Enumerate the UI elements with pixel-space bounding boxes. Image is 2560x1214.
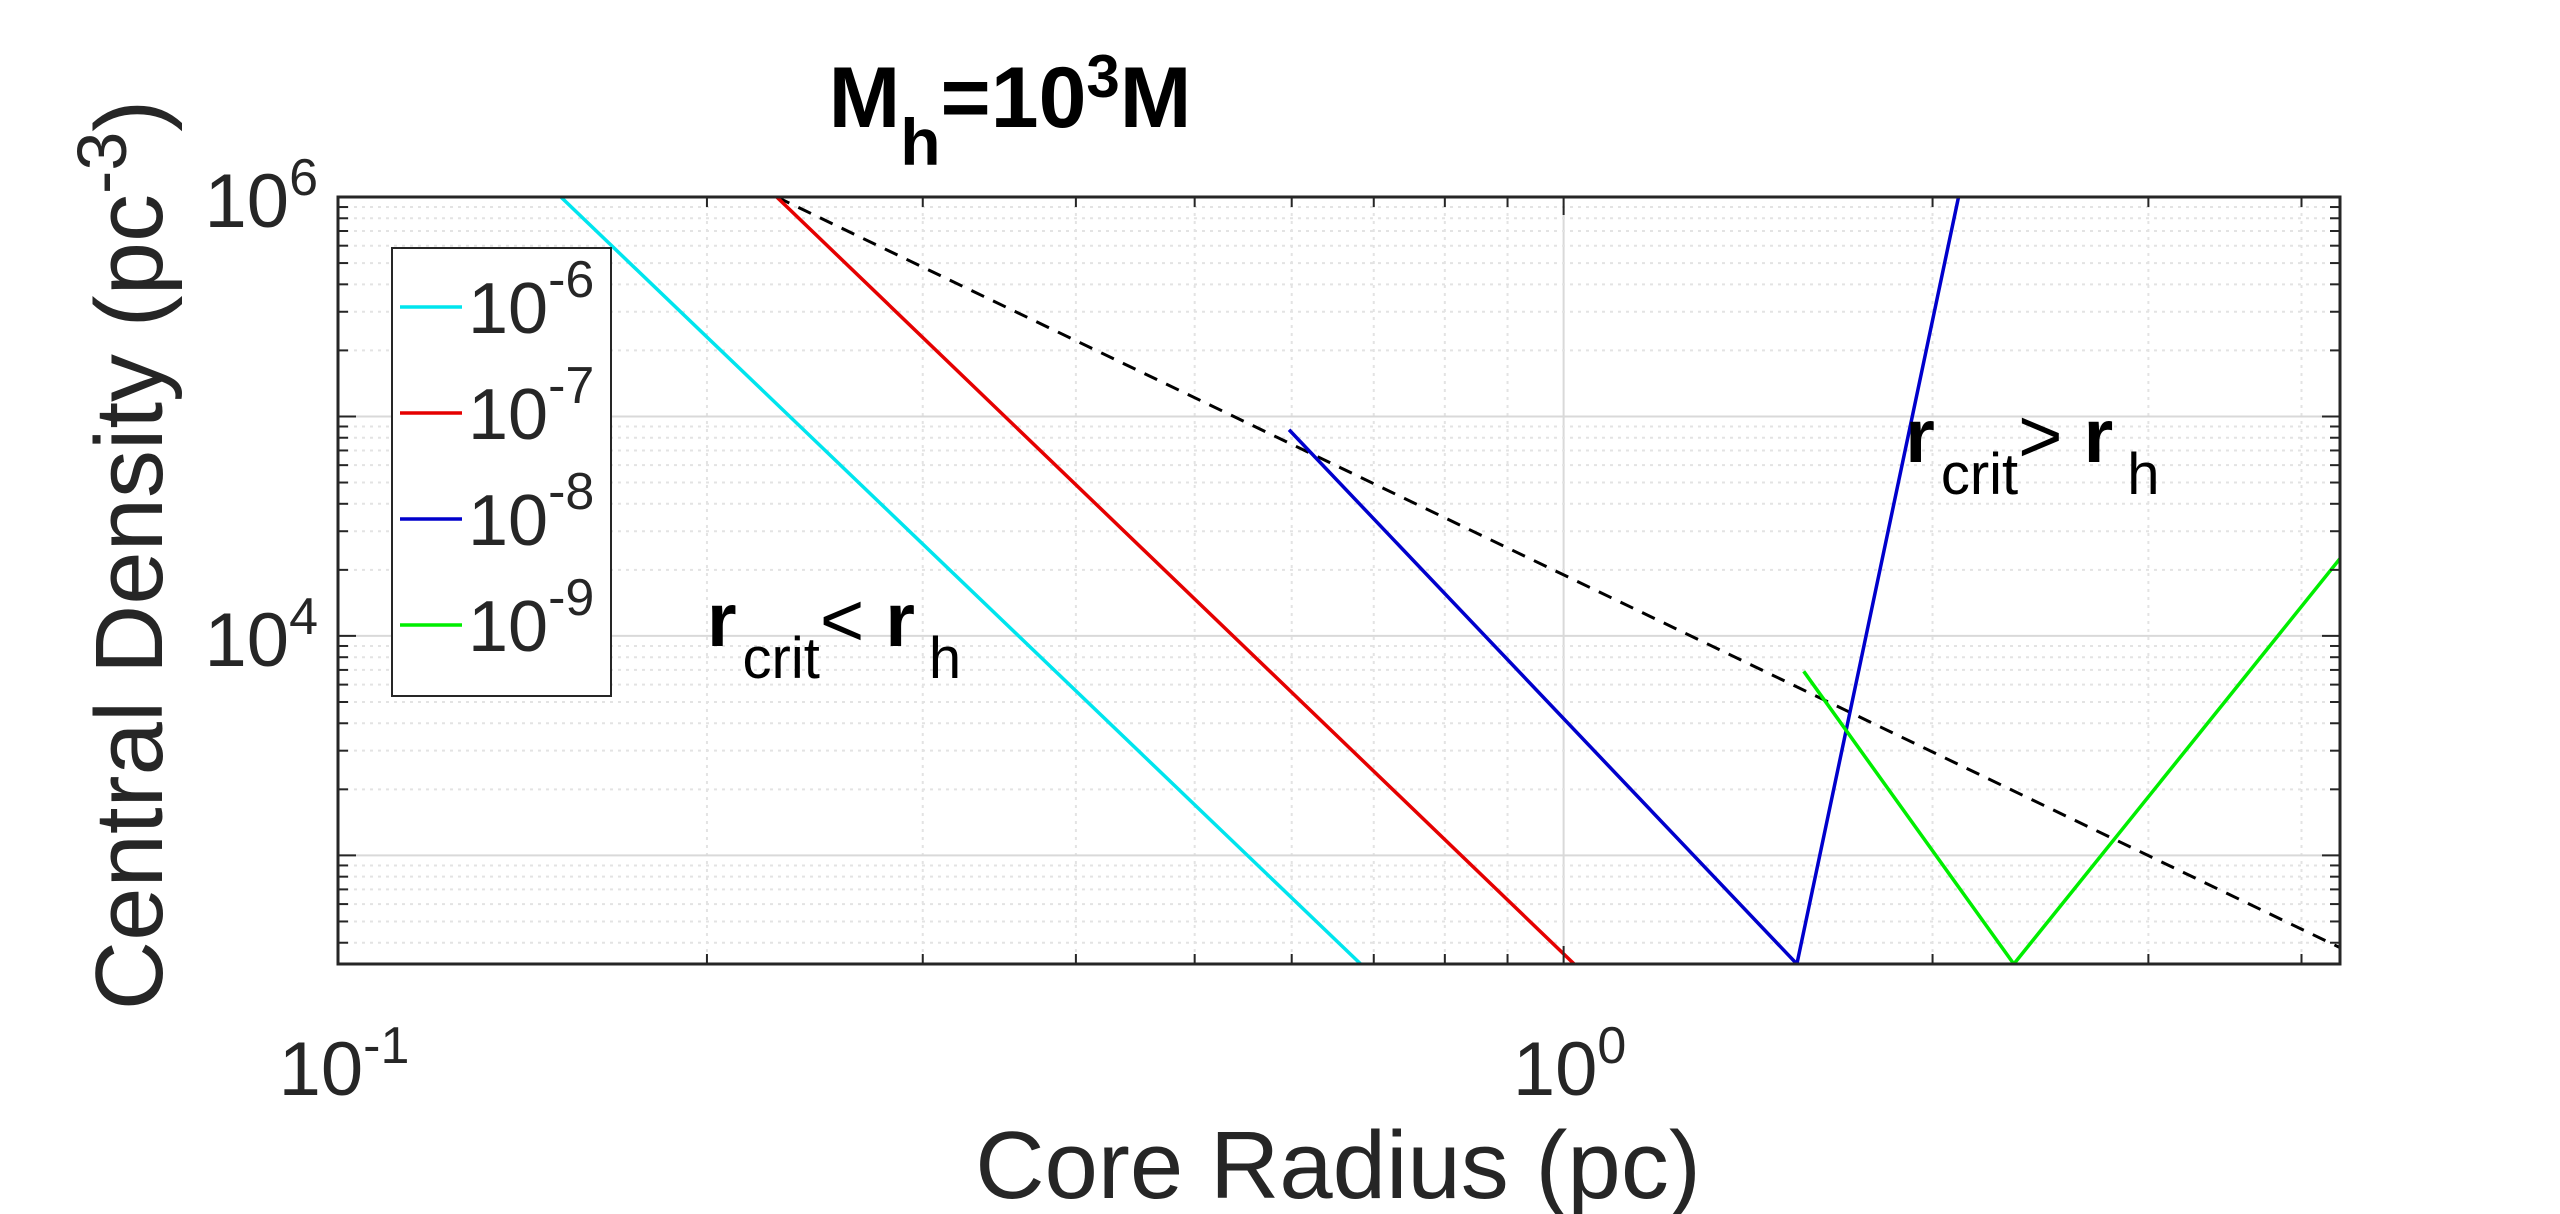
legend-label-base: 10	[468, 269, 548, 349]
annotation-operator: <	[820, 578, 886, 663]
series-line-1	[559, 197, 1362, 964]
annotation-r: r	[707, 578, 737, 663]
y-axis-label: Central Density (pc-3)	[63, 100, 183, 1011]
plot-area	[338, 197, 2340, 964]
legend-label-exponent: -9	[548, 569, 594, 627]
title-equals: =10	[941, 50, 1087, 146]
series-line-2	[775, 197, 1576, 964]
legend-label-1: 10-6	[468, 251, 594, 349]
x-tick-label: 100	[1513, 1017, 1626, 1112]
x-axis-label: Core Radius (pc)	[975, 1112, 1701, 1214]
annotation-r: r	[1905, 394, 1935, 479]
annotation-subscript-h: h	[929, 626, 961, 691]
annotation-r: r	[885, 578, 915, 663]
legend: 10-610-710-810-9	[391, 247, 612, 697]
y-tick-label-base: 10	[205, 159, 290, 244]
x-tick-label-base: 10	[279, 1027, 364, 1112]
y-axis-label-main: Central Density (pc	[76, 194, 183, 1010]
reference-line-dashed	[776, 197, 2340, 949]
chart-title: Mh=103M	[829, 43, 1192, 179]
legend-label-2: 10-7	[468, 357, 594, 455]
y-tick-label-base: 10	[205, 598, 290, 683]
series-lines	[559, 197, 2340, 964]
title-tail: M	[1120, 50, 1192, 146]
plot-frame	[336, 195, 2342, 966]
y-tick-label: 104	[205, 588, 318, 683]
title-main: M	[829, 50, 901, 146]
x-tick-label-base: 10	[1513, 1027, 1598, 1112]
legend-label-base: 10	[468, 375, 548, 455]
y-axis-label-superscript: -3	[63, 132, 141, 194]
title-subscript: h	[900, 105, 940, 179]
x-tick-label: 10-1	[279, 1017, 410, 1112]
legend-box	[391, 247, 612, 697]
x-tick-label-exponent: 0	[1597, 1017, 1626, 1075]
annotation-subscript-h: h	[2127, 442, 2159, 507]
title-superscript: 3	[1086, 43, 1119, 110]
series-line-4	[1802, 557, 2340, 964]
annotation-r: r	[2084, 394, 2114, 479]
axis-ticks	[337, 196, 2340, 964]
legend-label-base: 10	[468, 481, 548, 561]
y-axis-label-close: )	[76, 100, 183, 132]
legend-label-exponent: -6	[548, 251, 594, 309]
annotation-subscript-crit: crit	[1941, 442, 2018, 507]
legend-label-base: 10	[468, 587, 548, 667]
y-tick-label-exponent: 6	[289, 149, 318, 207]
annotation-operator: >	[2018, 394, 2083, 479]
x-tick-labels: 10-1 100	[279, 1017, 1627, 1112]
y-tick-label-exponent: 4	[289, 588, 318, 646]
legend-label-4: 10-9	[468, 569, 594, 667]
annotation-subscript-crit: crit	[743, 626, 820, 691]
legend-label-exponent: -7	[548, 357, 594, 415]
series-line-3	[1287, 197, 1961, 964]
legend-label-exponent: -8	[548, 463, 594, 521]
legend-label-3: 10-8	[468, 463, 594, 561]
x-tick-label-exponent: -1	[363, 1017, 409, 1075]
y-tick-label: 106	[205, 149, 318, 244]
